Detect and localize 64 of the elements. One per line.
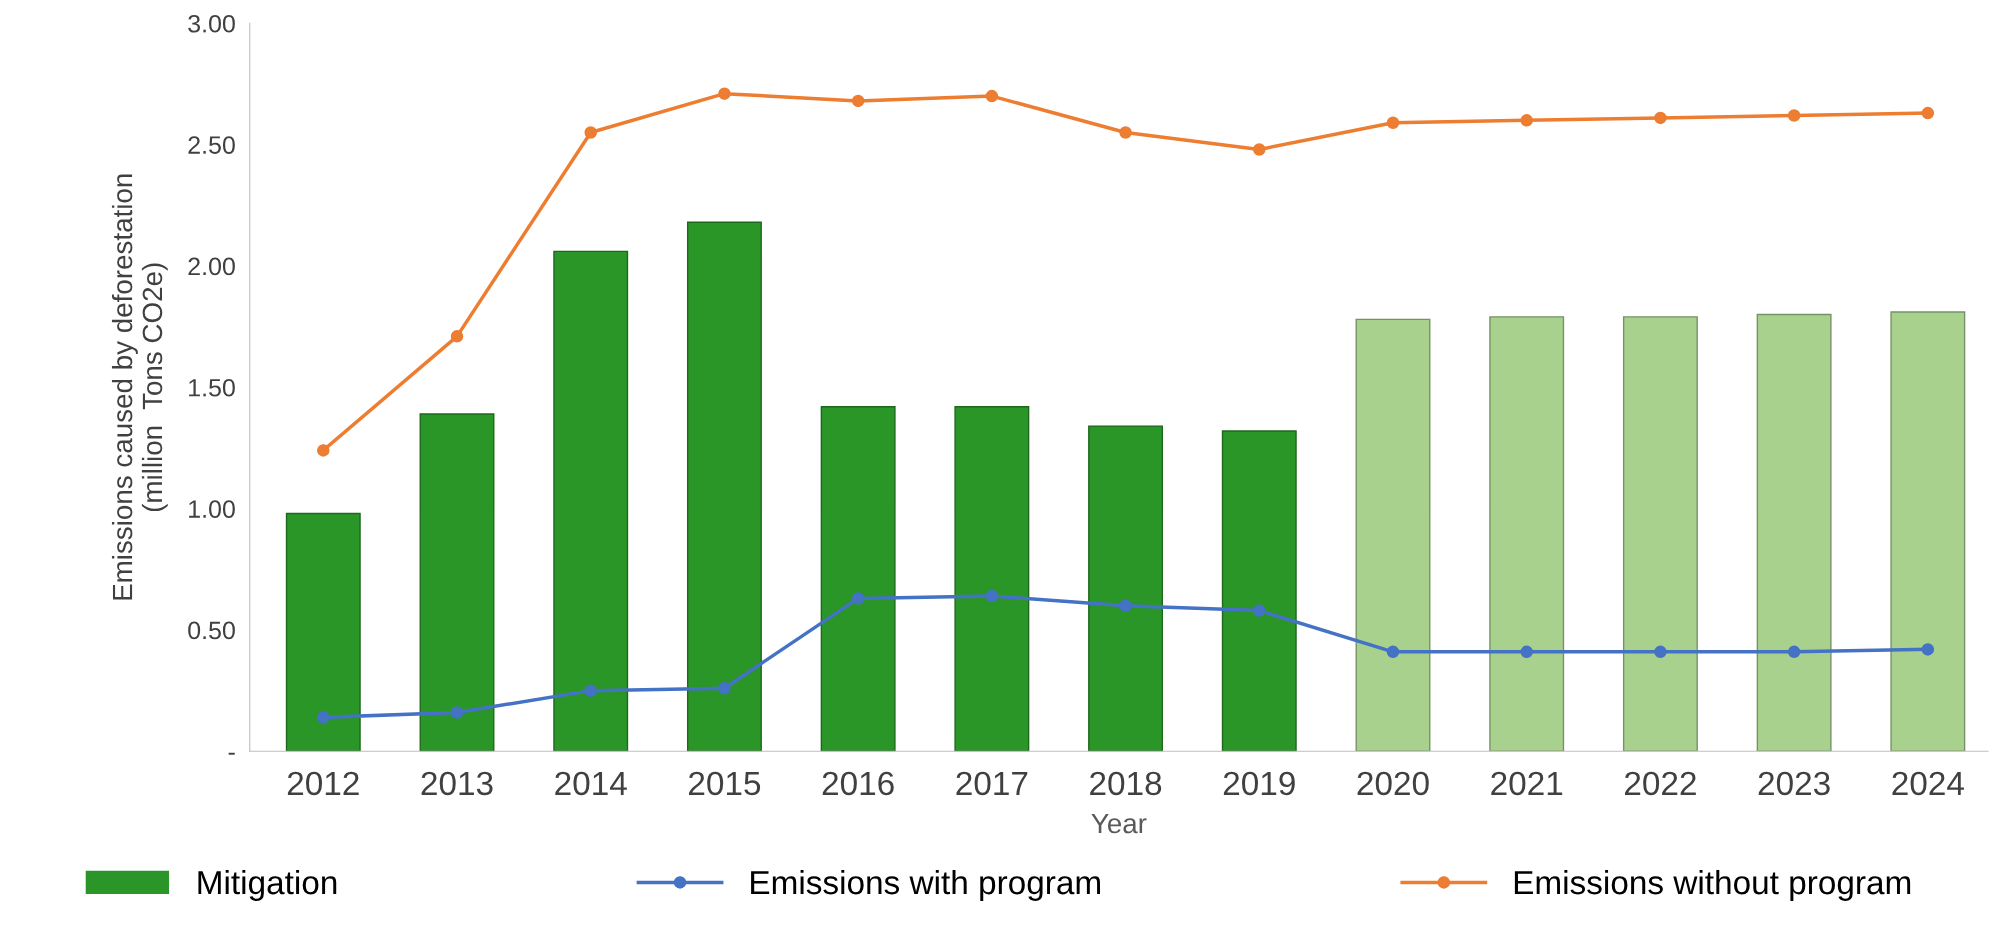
point <box>317 711 330 724</box>
y-tick-label: 3.00 <box>188 14 235 33</box>
bar <box>285 512 361 752</box>
point <box>718 87 731 100</box>
x-tick-label: 2024 <box>1892 771 1964 796</box>
x-tick-label: 2013 <box>421 771 493 796</box>
y-tick-label: 1.50 <box>189 378 235 397</box>
bar <box>1088 425 1164 752</box>
bar <box>820 406 896 752</box>
point <box>1654 111 1667 125</box>
x-tick-label: 2021 <box>1491 771 1563 796</box>
point <box>1253 143 1266 156</box>
point <box>1921 106 1935 120</box>
point <box>985 589 999 603</box>
legend-label: Emissions with program <box>751 869 1100 901</box>
bar <box>1756 313 1832 752</box>
point <box>1787 109 1801 122</box>
bar <box>686 221 762 752</box>
point <box>1253 604 1266 617</box>
bar <box>1489 316 1565 752</box>
point <box>1386 645 1400 659</box>
point <box>317 444 330 457</box>
point <box>851 592 865 605</box>
point <box>718 681 731 695</box>
x-tick-label: 2023 <box>1758 771 1830 796</box>
bar <box>419 413 495 752</box>
x-tick-label: 2022 <box>1625 771 1696 796</box>
point <box>1520 114 1533 127</box>
point <box>584 126 597 139</box>
x-tick-label: 2020 <box>1357 771 1429 796</box>
point <box>1654 645 1667 659</box>
bar <box>1622 316 1698 752</box>
point <box>450 330 464 343</box>
point <box>1520 645 1533 659</box>
bar <box>1221 430 1297 752</box>
x-tick-label: 2016 <box>822 771 894 796</box>
x-tick-label: 2014 <box>555 771 627 796</box>
y-tick-label: - <box>228 752 235 755</box>
y-tick-label: 1.00 <box>189 500 235 518</box>
point <box>1921 643 1935 656</box>
x-tick-label: 2012 <box>287 771 359 796</box>
legend-label: Emissions without program <box>1514 869 1911 901</box>
bar <box>1355 318 1431 752</box>
point <box>450 706 464 719</box>
point <box>1386 116 1400 130</box>
point <box>851 94 865 108</box>
point <box>1787 645 1801 659</box>
bar <box>553 250 629 752</box>
x-axis-title: Year <box>1091 813 1147 834</box>
legend-label: Mitigation <box>198 869 337 901</box>
point <box>1119 126 1132 139</box>
bar <box>1890 311 1966 752</box>
bar <box>954 406 1030 752</box>
x-tick-label: 2018 <box>1090 771 1162 796</box>
x-tick-label: 2019 <box>1223 771 1295 796</box>
y-tick-label: 2.50 <box>188 136 235 154</box>
point <box>1119 599 1132 612</box>
x-tick-label: 2015 <box>689 771 761 796</box>
x-tick-label: 2017 <box>956 771 1028 796</box>
y-tick-label: 0.50 <box>188 621 235 640</box>
point <box>584 684 597 697</box>
point <box>985 89 999 103</box>
y-tick-label: 2.00 <box>188 257 235 276</box>
y-axis-title: Emissions caused by deforestation (million Tons CO2e) <box>111 174 168 600</box>
